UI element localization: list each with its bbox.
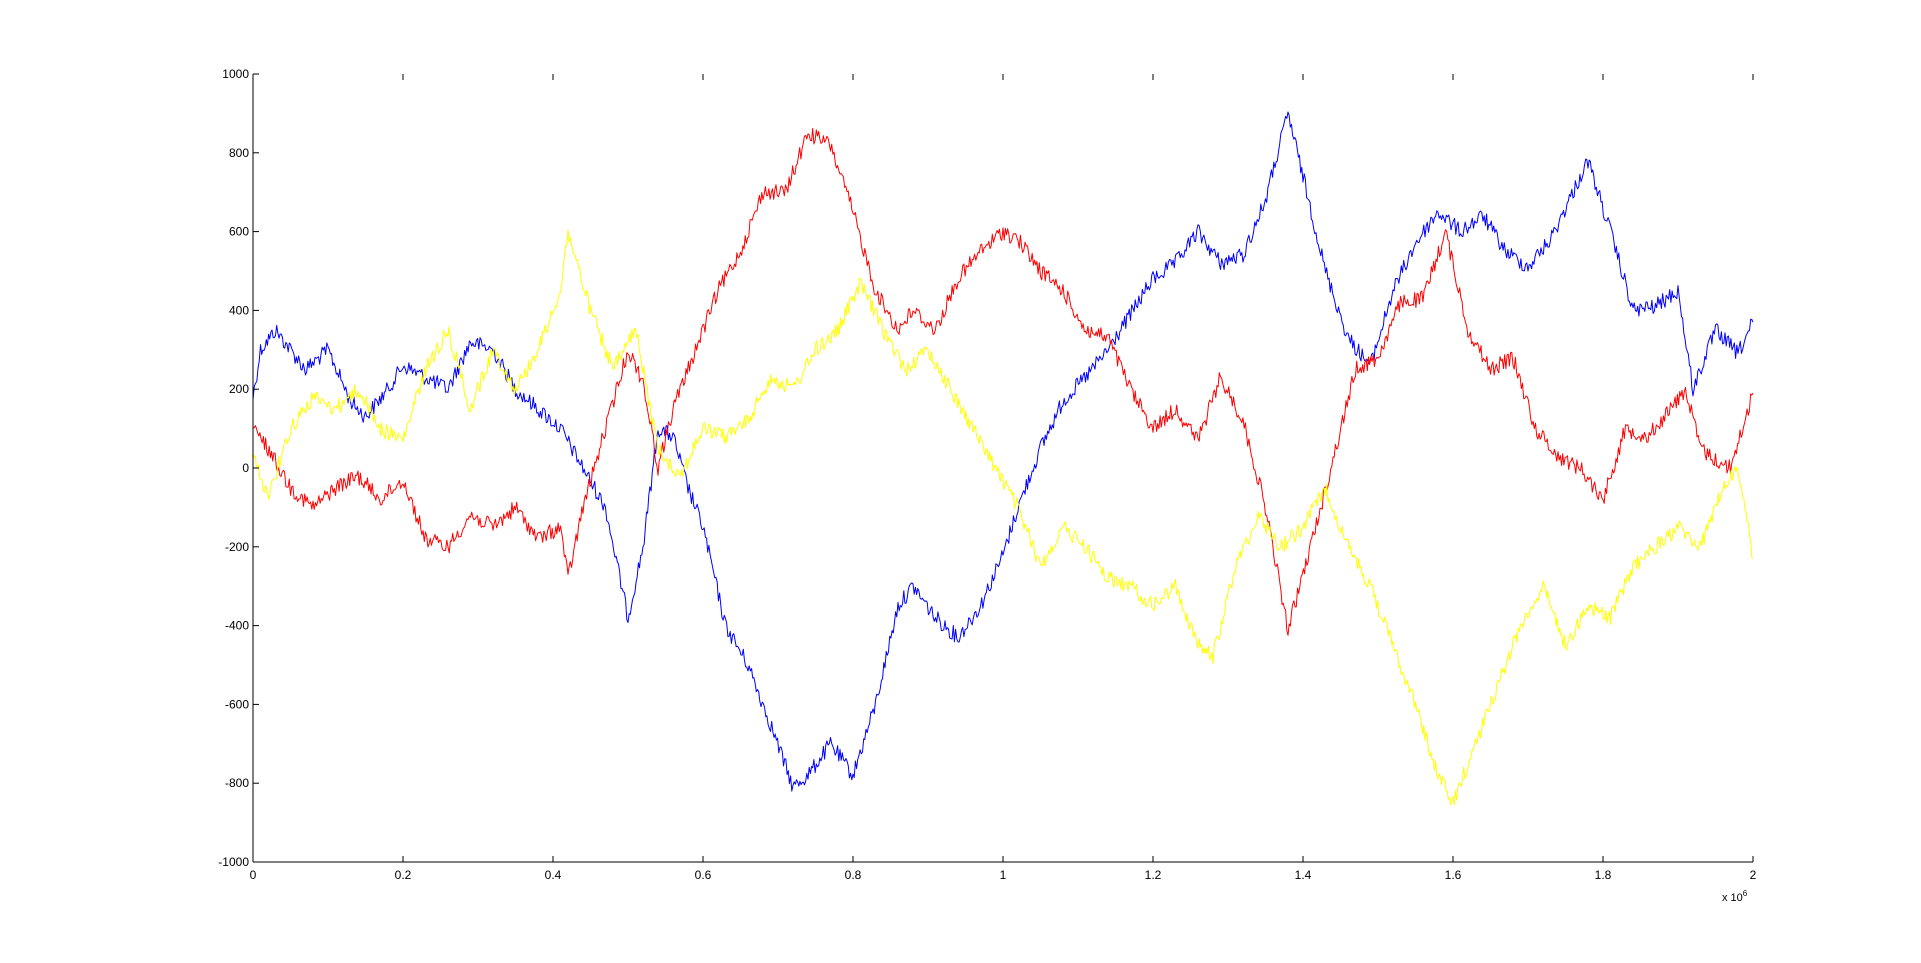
y-tick-label: -600	[225, 697, 249, 711]
y-tick-label: -800	[225, 776, 249, 790]
y-tick-label: -1000	[218, 855, 249, 869]
y-tick-label: 200	[229, 382, 249, 396]
plot-area	[253, 74, 1753, 862]
x-tick-label: 0.2	[395, 868, 412, 882]
x-ticks: 0 0.2 0.4 0.6 0.8 1 1.2 1.4 1.6 1.8 2	[250, 74, 1757, 882]
x-exponent-superscript: 6	[1743, 889, 1748, 898]
y-tick-label: -400	[225, 619, 249, 633]
x-exponent-label: x 106	[1722, 889, 1748, 904]
y-tick-label: 800	[229, 146, 249, 160]
x-tick-label: 0.6	[695, 868, 712, 882]
series-layer	[252, 111, 1754, 806]
series-line-2	[252, 127, 1754, 636]
series-line-3	[252, 229, 1754, 806]
y-tick-label: 600	[229, 225, 249, 239]
y-tick-label: 0	[242, 461, 249, 475]
x-tick-label: 0	[250, 868, 257, 882]
series-line-1	[252, 111, 1754, 792]
y-ticks: 1000 800 600 400 200 0 -200 -400 -600 -800 -1000	[218, 67, 259, 869]
x-tick-label: 1.4	[1295, 868, 1312, 882]
y-tick-label: 400	[229, 303, 249, 317]
x-tick-label: 0.8	[845, 868, 862, 882]
y-tick-label: -200	[225, 540, 249, 554]
x-tick-label: 1.2	[1145, 868, 1162, 882]
x-tick-label: 1	[1000, 868, 1007, 882]
x-tick-label: 2	[1750, 868, 1757, 882]
y-tick-label: 1000	[222, 67, 249, 81]
x-tick-label: 0.4	[545, 868, 562, 882]
x-tick-label: 1.6	[1445, 868, 1462, 882]
x-tick-label: 1.8	[1595, 868, 1612, 882]
